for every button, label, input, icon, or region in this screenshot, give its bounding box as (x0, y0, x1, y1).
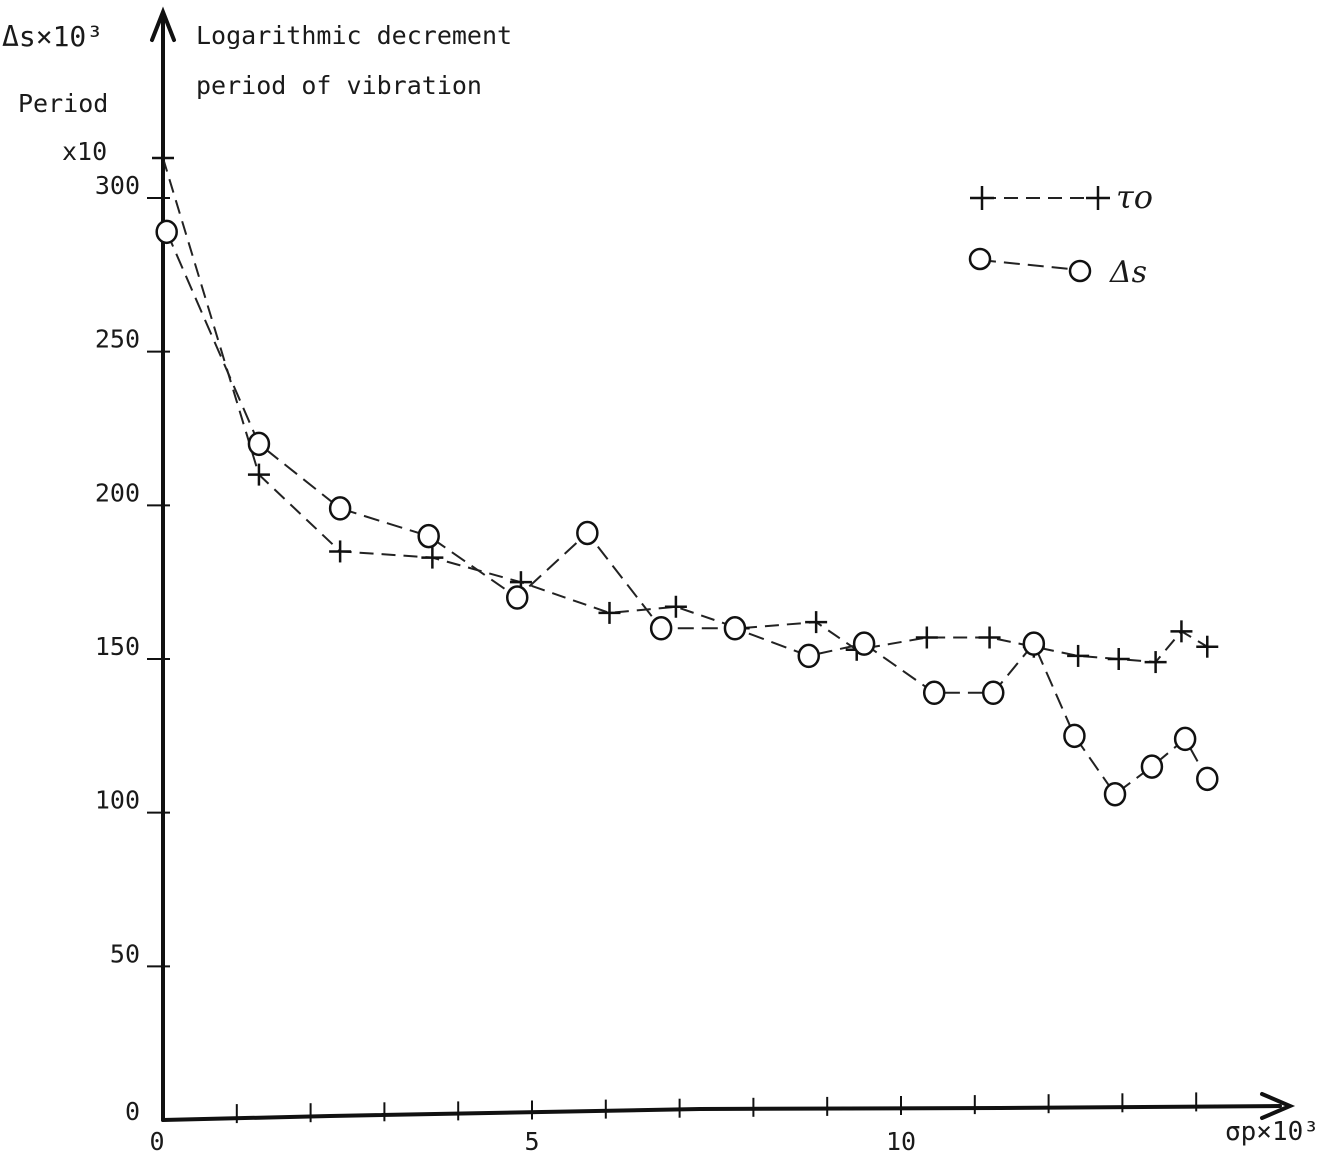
legend: τo Δs (968, 178, 1153, 290)
y-ticks: 0 50 100 150 200 250 300 (95, 171, 170, 1126)
legend-delta-circle-marker-end (1068, 259, 1092, 283)
data-point-circle (723, 616, 747, 641)
x-axis (161, 1104, 1282, 1122)
data-point-plus (247, 463, 270, 486)
data-point-plus (1107, 648, 1130, 671)
data-point-plus (978, 626, 1001, 649)
series-line (165, 231, 1209, 796)
data-point-plus (1170, 620, 1193, 643)
data-point-circle (797, 643, 820, 669)
y-tick-label: 0 (125, 1097, 140, 1126)
data-point-circle (1063, 723, 1086, 749)
legend-tau-plus-marker-start (970, 186, 994, 210)
data-point-plus (1196, 635, 1219, 658)
chart-title-line-1: Logarithmic decrement (196, 21, 512, 50)
y-axis-label-3: x10 (62, 137, 107, 166)
y-tick-label: 100 (95, 786, 140, 815)
x-ticks: 0 5 10 (149, 1092, 1198, 1156)
data-point-circle (1140, 754, 1164, 779)
series-layer (152, 147, 1219, 807)
series-delta (155, 219, 1219, 807)
series-tau (152, 147, 1219, 674)
legend-item-tau: τo (970, 178, 1153, 216)
legend-tau-plus-marker-end (1086, 186, 1110, 210)
legend-item-delta: Δs (968, 247, 1147, 290)
data-point-circle (576, 520, 599, 546)
y-tick-label: 300 (95, 171, 140, 200)
data-point-plus (1144, 651, 1167, 674)
data-point-circle (649, 616, 673, 641)
x-axis-label: σp×10³ (1225, 1117, 1319, 1147)
data-point-plus (1067, 644, 1090, 667)
y-tick-label: 150 (95, 632, 140, 661)
y-axis-label-2: Period (18, 89, 108, 118)
x-tick-label: 5 (524, 1127, 539, 1156)
x-tick-label: 0 (149, 1127, 164, 1156)
data-point-plus (915, 626, 938, 649)
y-axis-label-1: Δs×10³ (2, 20, 103, 53)
legend-delta-line (979, 259, 1081, 271)
data-point-circle (1103, 781, 1127, 807)
legend-delta-circle-marker-start (968, 247, 992, 271)
y-axis-arrow (150, 6, 176, 42)
y-tick-label: 50 (110, 939, 140, 968)
data-point-plus (598, 601, 621, 624)
x-tick-label: 10 (886, 1127, 916, 1156)
legend-delta-label: Δs (1109, 255, 1147, 290)
data-point-circle (505, 585, 529, 610)
legend-tau-label: τo (1116, 178, 1153, 216)
series-line (162, 157, 1208, 664)
data-point-circle (982, 680, 1005, 706)
data-point-circle (1022, 631, 1046, 656)
data-point-circle (247, 431, 271, 457)
data-point-plus (329, 540, 352, 563)
y-tick-label: 250 (95, 325, 140, 354)
data-point-circle (1196, 766, 1219, 792)
chart-title-line-2: period of vibration (196, 71, 482, 100)
y-tick-label: 200 (95, 478, 140, 507)
data-point-circle (1173, 726, 1197, 752)
data-point-circle (922, 680, 946, 706)
data-point-circle (328, 496, 352, 521)
data-point-plus (664, 595, 687, 618)
x-axis-arrow (1260, 1092, 1296, 1120)
data-point-circle (155, 219, 178, 245)
data-point-plus (805, 611, 828, 634)
data-point-plus (421, 546, 444, 569)
data-point-plus (152, 147, 174, 170)
data-point-circle (417, 523, 440, 549)
data-point-circle (852, 631, 876, 656)
